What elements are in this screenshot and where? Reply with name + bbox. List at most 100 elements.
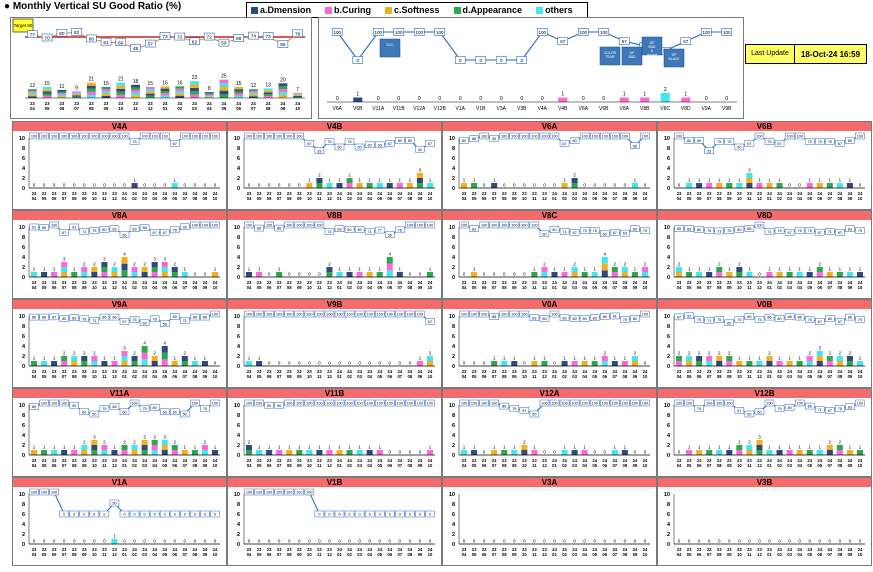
x-tick-month: 09 bbox=[418, 196, 423, 201]
ratio-label: 0 bbox=[389, 513, 391, 517]
x-tick-year: 24 bbox=[858, 547, 863, 552]
x-tick-month: 10 bbox=[92, 285, 97, 290]
ng-label: 0 bbox=[583, 539, 586, 544]
ratio-point bbox=[845, 313, 855, 321]
x-tick-month: 04 bbox=[797, 463, 802, 468]
ratio-label: 80 bbox=[777, 317, 781, 321]
ng-label: 0 bbox=[573, 539, 576, 544]
x-tick-month: 10 bbox=[213, 196, 218, 201]
ng-label: 3 bbox=[758, 435, 761, 440]
ng-bar-segment bbox=[151, 445, 158, 450]
ng-label: 0 bbox=[93, 183, 96, 188]
y-tick: 4 bbox=[667, 166, 671, 172]
y-tick: 8 bbox=[237, 502, 240, 508]
ng-bar-segment bbox=[286, 450, 293, 455]
callout-box bbox=[663, 48, 685, 68]
ng-label: 2 bbox=[318, 173, 321, 178]
x-tick-year: 23 bbox=[297, 547, 302, 552]
current-x-tick: V4B bbox=[558, 106, 568, 112]
ratio-label: 100 bbox=[427, 402, 433, 406]
ratio-label: 100 bbox=[511, 224, 517, 228]
y-tick: 6 bbox=[22, 423, 25, 429]
ratio-label: 75 bbox=[347, 140, 351, 144]
ng-label: 1 bbox=[463, 445, 466, 450]
current-ng-label: 0 bbox=[397, 96, 400, 102]
ng-bar-segment bbox=[131, 361, 138, 366]
ng-bar-segment bbox=[71, 272, 78, 277]
ng-bar-segment bbox=[86, 82, 96, 86]
x-tick-year: 24 bbox=[347, 191, 352, 196]
ng-bar-segment bbox=[145, 91, 155, 94]
ng-bar-segment bbox=[131, 90, 140, 93]
ng-bar-segment bbox=[71, 361, 78, 366]
x-tick-month: 01 bbox=[337, 463, 342, 468]
callout-text: COLOR bbox=[604, 51, 617, 55]
ng-bar-segment bbox=[541, 272, 548, 277]
x-tick-year: 24 bbox=[213, 369, 218, 374]
ng-bar-segment bbox=[531, 361, 538, 366]
x-tick-year: 24 bbox=[562, 280, 567, 285]
line-panel-title: V11B bbox=[228, 389, 441, 398]
ng-bar-segment bbox=[571, 450, 578, 455]
ng-bar-segment bbox=[175, 90, 185, 94]
x-tick-month: 12 bbox=[757, 374, 762, 379]
x-tick-month: 09 bbox=[848, 463, 853, 468]
ng-bar-segment bbox=[161, 440, 168, 445]
ratio-label: 70 bbox=[44, 36, 50, 42]
x-tick-year: 23 bbox=[502, 369, 507, 374]
ratio-point bbox=[845, 403, 855, 410]
ratio-point bbox=[29, 132, 39, 140]
y-tick: 6 bbox=[237, 423, 240, 429]
ratio-label: 77 bbox=[30, 32, 36, 38]
ng-bar-segment bbox=[27, 89, 37, 91]
ratio-label: 73 bbox=[265, 34, 271, 40]
ratio-point bbox=[724, 138, 735, 145]
ratio-label: 100 bbox=[592, 402, 598, 406]
x-tick-year: 24 bbox=[397, 458, 402, 463]
x-tick-year: 23 bbox=[717, 280, 722, 285]
x-tick-year: 24 bbox=[572, 369, 577, 374]
ng-bar-segment bbox=[766, 356, 773, 361]
x-tick-month: 06 bbox=[172, 552, 177, 557]
ratio-label: 90 bbox=[72, 404, 76, 408]
x-tick-month: 01 bbox=[767, 196, 772, 201]
x-tick-month: 08 bbox=[717, 285, 722, 290]
x-tick-year: 24 bbox=[827, 458, 832, 463]
ng-label: 1 bbox=[788, 267, 791, 272]
ratio-point bbox=[694, 405, 704, 412]
ng-label: 0 bbox=[849, 539, 852, 544]
ng-bar-segment bbox=[204, 95, 214, 97]
x-tick-month: 06 bbox=[387, 196, 392, 201]
x-tick-year: 24 bbox=[848, 369, 853, 374]
ng-label: 0 bbox=[463, 361, 466, 366]
ng-bar-segment bbox=[61, 272, 68, 277]
ratio-point bbox=[549, 132, 560, 140]
current-x-tick: V8D bbox=[681, 106, 691, 112]
ratio-label: 67 bbox=[562, 142, 566, 146]
x-tick-year: 23 bbox=[757, 191, 762, 196]
x-tick-year: 24 bbox=[397, 369, 402, 374]
ratio-label: 100 bbox=[276, 135, 282, 139]
y-tick: 0 bbox=[667, 186, 670, 192]
x-tick-year: 24 bbox=[182, 191, 187, 196]
ratio-label: 67 bbox=[838, 320, 842, 324]
x-tick-year: 23 bbox=[512, 369, 517, 374]
ng-label: 0 bbox=[748, 539, 751, 544]
x-tick-year: 23 bbox=[687, 369, 692, 374]
x-tick-month: 06 bbox=[387, 463, 392, 468]
x-tick-year: 23 bbox=[522, 191, 527, 196]
current-x-tick: V9B bbox=[722, 106, 732, 112]
ng-label: 0 bbox=[358, 361, 361, 366]
line-panel-v11a: V11A 0 2 4 6 8 10 85 100 100 100 90 60 50 75 85 60 100 75 8… bbox=[12, 388, 227, 477]
x-tick-year: 24 bbox=[643, 547, 648, 552]
current-x-tick: V1A bbox=[456, 106, 466, 112]
ng-bar-segment bbox=[263, 90, 273, 93]
x-tick-year: 23 bbox=[502, 191, 507, 196]
ratio-label: 75 bbox=[583, 229, 587, 233]
x-tick-month: 09 bbox=[104, 106, 109, 111]
x-tick-month: 04 bbox=[462, 196, 467, 201]
line-panel-title: V6B bbox=[658, 122, 871, 131]
ratio-label: 100 bbox=[111, 135, 117, 139]
